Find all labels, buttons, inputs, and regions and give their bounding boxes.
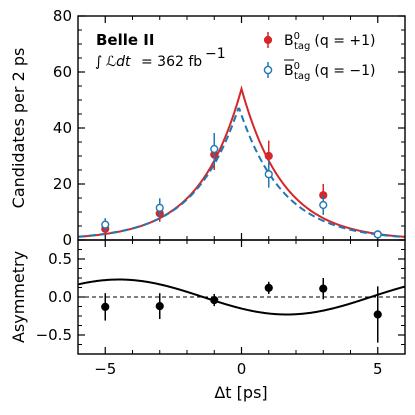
data-point-btagbar [155, 203, 164, 212]
x-axis-title: Δt [ps] [214, 383, 267, 402]
y-tick-label: 80 [53, 7, 72, 25]
legend-entry-btag: B0 tag (q = +1) [263, 31, 375, 52]
top-plot-frame [77, 15, 406, 241]
bottom-y-tick-labels: −0.5 0.0 0.5 [36, 250, 72, 344]
data-point-btagbar [264, 170, 273, 179]
y-tick-label: 20 [53, 175, 72, 193]
y-tick-label: 40 [53, 119, 72, 137]
data-point-btagbar [373, 230, 382, 239]
asymmetry-point [155, 302, 164, 311]
lumi-exponent: −1 [205, 46, 226, 62]
bottom-plot-frame [77, 239, 406, 355]
top-y-tick-labels: 0 20 40 60 80 [53, 7, 72, 249]
legend-label-btag: B0 tag (q = +1) [284, 31, 375, 52]
asymmetry-point [101, 302, 110, 311]
x-tick-label: −5 [94, 360, 116, 378]
lumi-value: = 362 fb [141, 54, 202, 70]
y-tick-label: −0.5 [36, 326, 72, 344]
legend-marker-open [263, 65, 273, 75]
top-ticks [77, 15, 406, 241]
y-tick-label: 60 [53, 63, 72, 81]
asymmetry-point [264, 283, 273, 292]
top-y-axis-title: Candidates per 2 ps [9, 48, 28, 209]
x-tick-labels: −5 0 5 [94, 360, 382, 378]
y-tick-label: 0 [62, 231, 72, 249]
data-point-btagbar [101, 220, 110, 229]
asymmetry-point [373, 310, 382, 319]
asymmetry-point [319, 284, 328, 293]
y-tick-label: 0.5 [48, 250, 72, 268]
luminosity-label: ∫ ℒdt = 362 fb −1 [95, 46, 226, 70]
x-tick-label: 0 [237, 360, 247, 378]
y-tick-label: 0.0 [48, 288, 72, 306]
x-tick-label: 5 [373, 360, 383, 378]
bottom-data-points [101, 278, 382, 343]
integral-sign: ∫ [95, 54, 102, 70]
legend-marker-filled [263, 35, 273, 45]
fit-curve-btag [77, 85, 406, 238]
experiment-label: Belle II [96, 31, 154, 49]
bottom-y-axis-title: Asymmetry [9, 251, 28, 343]
data-point-btag [264, 151, 273, 161]
top-data-points [101, 133, 382, 239]
legend: B0 tag (q = +1) B0 tag (q = −1) [263, 31, 375, 82]
data-point-btagbar [210, 144, 219, 154]
top-panel: 0 20 40 60 80 Belle II ∫ ℒdt = 362 fb −1 B0 t… [9, 7, 406, 249]
data-point-btagbar [319, 200, 328, 210]
asymmetry-fit-line [77, 278, 406, 316]
bottom-panel: −0.5 0.0 0.5 −5 0 5 Asymmetry Δt [ps] [9, 239, 406, 402]
integrand-symbol: ℒdt [106, 54, 131, 70]
fit-curve-btagbar [77, 107, 406, 239]
legend-entry-btagbar: B0 tag (q = −1) [263, 59, 375, 82]
top-fit-curves [77, 85, 406, 239]
asymmetry-point [210, 295, 219, 305]
legend-label-btagbar: B0 tag (q = −1) [284, 61, 375, 82]
bottom-fit-curve [77, 278, 406, 316]
